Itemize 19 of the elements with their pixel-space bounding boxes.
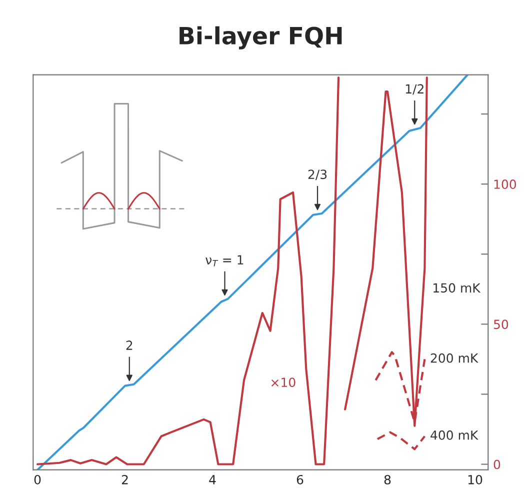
- series-label: 150 mK: [434, 283, 481, 293]
- y-tick-label: 100: [494, 180, 516, 189]
- annotation: ×10: [271, 378, 296, 388]
- x-tick-label: 8: [384, 474, 391, 484]
- x-tick-label: 6: [296, 474, 304, 484]
- series-label: 200 mK: [430, 353, 478, 363]
- annotation: 2/3: [308, 170, 327, 180]
- annotation: 2: [126, 340, 132, 350]
- y-tick-label: 50: [494, 320, 508, 330]
- x-tick-label: 10: [468, 474, 482, 484]
- y-tick-label: 0: [494, 460, 500, 470]
- x-tick-label: 4: [209, 475, 216, 484]
- x-tick-label: 2: [122, 474, 128, 484]
- series-label: 400 mK: [430, 430, 478, 440]
- x-tick-label: 0: [34, 474, 41, 484]
- annotation: 1/2: [406, 84, 424, 95]
- annotation: ν$_{T}$ = 1: [206, 255, 244, 266]
- line-series: [376, 431, 426, 450]
- chart-title: Bi-layer FQH: [180, 26, 342, 50]
